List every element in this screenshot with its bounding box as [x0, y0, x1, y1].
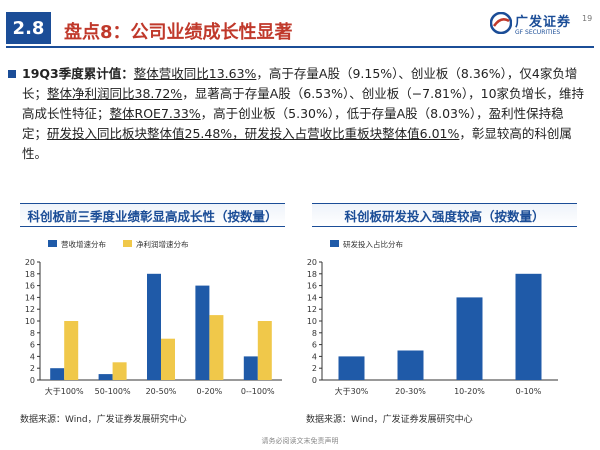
summary-revenue: 整体营收同比13.63%	[133, 66, 257, 81]
y-tick-label: 2	[30, 364, 35, 373]
bar	[161, 338, 175, 380]
y-tick-label: 14	[307, 293, 317, 302]
summary-rnd: 研发投入同比板块整体值25.48%，研发投入占营收比重板块整体值6.01%	[47, 126, 460, 141]
y-tick-label: 4	[312, 352, 317, 361]
y-tick-label: 0	[30, 376, 35, 385]
legend-swatch	[330, 240, 339, 247]
legend-label: 净利润增速分布	[136, 239, 189, 249]
growth-distribution-chart: 0 2 4 6 8 10 12 14 16 18 20 大于100% 50-100% 20-50% 0-20…	[25, 239, 282, 396]
bar	[112, 362, 127, 380]
bar	[456, 297, 483, 380]
bar	[98, 374, 113, 380]
legend-swatch	[123, 240, 132, 247]
slide-title: 盘点8：公司业绩成长性显著	[64, 22, 293, 43]
y-tick-label: 18	[25, 270, 35, 279]
y-tick-label: 6	[312, 341, 317, 350]
square-bullet-icon	[8, 70, 16, 78]
y-tick-label: 16	[25, 282, 35, 291]
y-tick-label: 16	[307, 282, 317, 291]
legend-label: 研发投入占比分布	[343, 239, 403, 249]
summary-lead: 19Q3季度累计值：	[22, 66, 134, 81]
x-tick-label: 大于30%	[335, 386, 369, 396]
y-tick-label: 12	[25, 305, 35, 314]
bar	[64, 321, 79, 380]
bar	[147, 273, 161, 380]
brand-logo: 广发证券 GF SECURITIES	[490, 9, 576, 41]
left-chart-source: 数据来源：Wind，广发证券发展研究中心	[20, 415, 187, 425]
bar	[243, 356, 258, 380]
bar	[209, 315, 224, 380]
header-divider	[6, 46, 594, 48]
y-tick-label: 10	[25, 317, 35, 326]
summary-profit: 整体净利润同比38.72%	[47, 86, 183, 101]
bar	[257, 321, 272, 380]
y-tick-label: 10	[307, 317, 317, 326]
bar	[195, 285, 210, 380]
bar	[515, 273, 542, 380]
summary-roe: 整体ROE7.33%	[109, 106, 201, 121]
legend-label: 营收增速分布	[61, 239, 106, 249]
y-tick-label: 0	[312, 376, 317, 385]
summary-text-4: ，彰显较高的科创属性。	[22, 126, 572, 161]
x-tick-label: 大于100%	[45, 386, 84, 396]
left-chart-title: 科创板前三季度业绩彰显高成长性（按数量）	[20, 203, 285, 227]
bar	[50, 368, 65, 380]
x-tick-label: 50-100%	[95, 387, 131, 396]
disclaimer-footer: 请务必阅读文末免责声明	[261, 437, 339, 445]
x-tick-label: 0-20%	[197, 387, 223, 396]
x-tick-label: 10-20%	[454, 387, 485, 396]
x-tick-label: 0--100%	[241, 387, 275, 396]
logo-text-en: GF SECURITIES	[515, 29, 561, 36]
summary-text-2: ，显著高于存量A股（6.53%）、创业板（−7.81%），10家负增长，维持高成…	[22, 86, 585, 121]
summary-paragraph: 19Q3季度累计值：整体营收同比13.63%，高于存量A股（9.15%）、创业板…	[8, 64, 588, 164]
bar	[397, 350, 424, 380]
x-tick-label: 20-30%	[395, 387, 426, 396]
y-tick-label: 12	[307, 305, 317, 314]
summary-text-1: ，高于存量A股（9.15%）、创业板（8.36%），仅4家负增长；	[22, 66, 578, 101]
y-tick-label: 8	[312, 329, 317, 338]
gf-logo-icon	[490, 12, 512, 34]
section-number-badge: 2.8	[6, 12, 51, 44]
y-tick-label: 6	[30, 341, 35, 350]
bar	[338, 356, 365, 380]
y-tick-label: 8	[30, 329, 35, 338]
page-number: 19	[582, 14, 593, 23]
y-tick-label: 20	[307, 258, 317, 267]
y-tick-label: 14	[25, 293, 35, 302]
y-tick-label: 2	[312, 364, 317, 373]
summary-text-3: ，高于创业板（5.30%），低于存量A股（8.03%），盈利性保持稳定；	[22, 106, 564, 141]
logo-text-cn: 广发证券	[515, 15, 572, 30]
rnd-distribution-chart: 0 2 4 6 8 10 12 14 16 18 20 大于30% 20-30% 10-20% 0-10% 研…	[307, 239, 558, 396]
y-tick-label: 18	[307, 270, 317, 279]
y-tick-label: 4	[30, 352, 35, 361]
x-tick-label: 20-50%	[146, 387, 177, 396]
y-tick-label: 20	[25, 258, 35, 267]
x-tick-label: 0-10%	[516, 387, 542, 396]
legend-swatch	[48, 240, 57, 247]
right-chart-source: 数据来源：Wind，广发证券发展研究中心	[306, 415, 473, 425]
right-chart-title: 科创板研发投入强度较高（按数量）	[312, 203, 577, 227]
